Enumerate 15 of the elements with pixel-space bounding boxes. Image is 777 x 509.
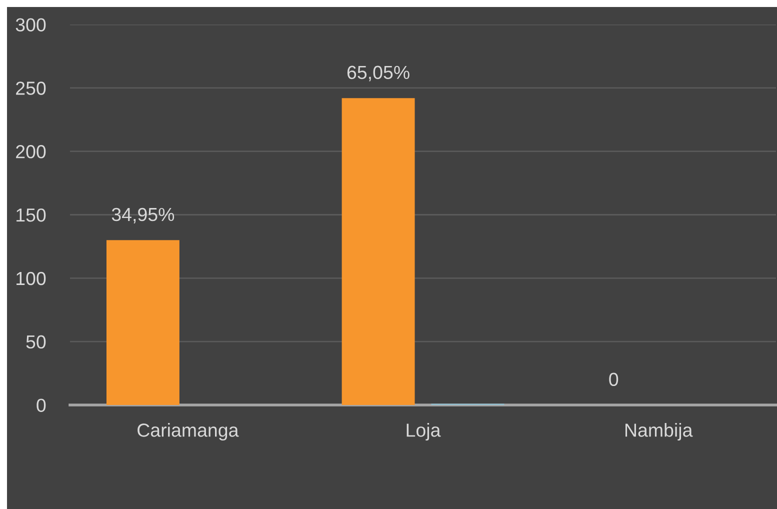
y-tick-label: 200 [16,145,46,158]
x-tick-label: Cariamanga [138,423,239,441]
y-tick-label: 300 [16,18,46,32]
bar [342,98,415,405]
y-tick-label: 100 [16,272,46,286]
y-tick-label: 250 [16,82,46,95]
bar [106,240,180,405]
annotation: 0 [609,372,618,386]
y-tick-label: 0 [36,398,46,412]
y-tick-label: 50 [26,335,46,349]
x-tick-label: Nambija [625,423,693,441]
y-tick-label: 150 [16,208,46,222]
annotation: 34,95% [112,208,174,224]
x-tick-label: Loja [406,423,441,441]
annotation: 65,05% [347,66,410,82]
